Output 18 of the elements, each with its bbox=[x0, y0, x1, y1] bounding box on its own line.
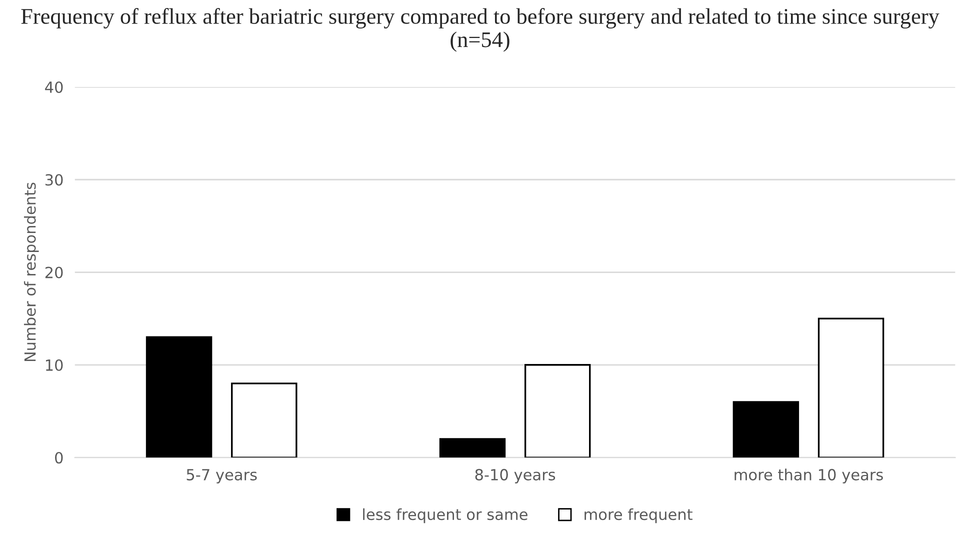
x-tick-label: 5-7 years bbox=[186, 469, 257, 484]
chart-title: Frequency of reflux after bariatric surgery compared to before surgery and related to time since surgery (n=54) bbox=[21, 8, 940, 52]
bar bbox=[732, 401, 800, 458]
x-tick-label: more than 10 years bbox=[734, 468, 883, 484]
bar bbox=[818, 318, 884, 458]
x-tick-label: 8-10 years bbox=[475, 468, 556, 484]
y-tick-label: 40 bbox=[45, 81, 63, 94]
bar bbox=[439, 438, 506, 458]
legend-label: more frequent bbox=[584, 508, 692, 524]
bar bbox=[231, 382, 298, 458]
y-axis-title: Number of respondents bbox=[24, 182, 39, 362]
bar bbox=[146, 336, 212, 458]
legend-label: less frequent or same bbox=[363, 508, 528, 524]
y-tick-label: 10 bbox=[46, 359, 63, 371]
bar bbox=[524, 364, 591, 458]
y-tick-label: 30 bbox=[45, 174, 63, 186]
y-tick-label: 0 bbox=[55, 452, 63, 464]
y-tick-label: 20 bbox=[45, 266, 63, 278]
